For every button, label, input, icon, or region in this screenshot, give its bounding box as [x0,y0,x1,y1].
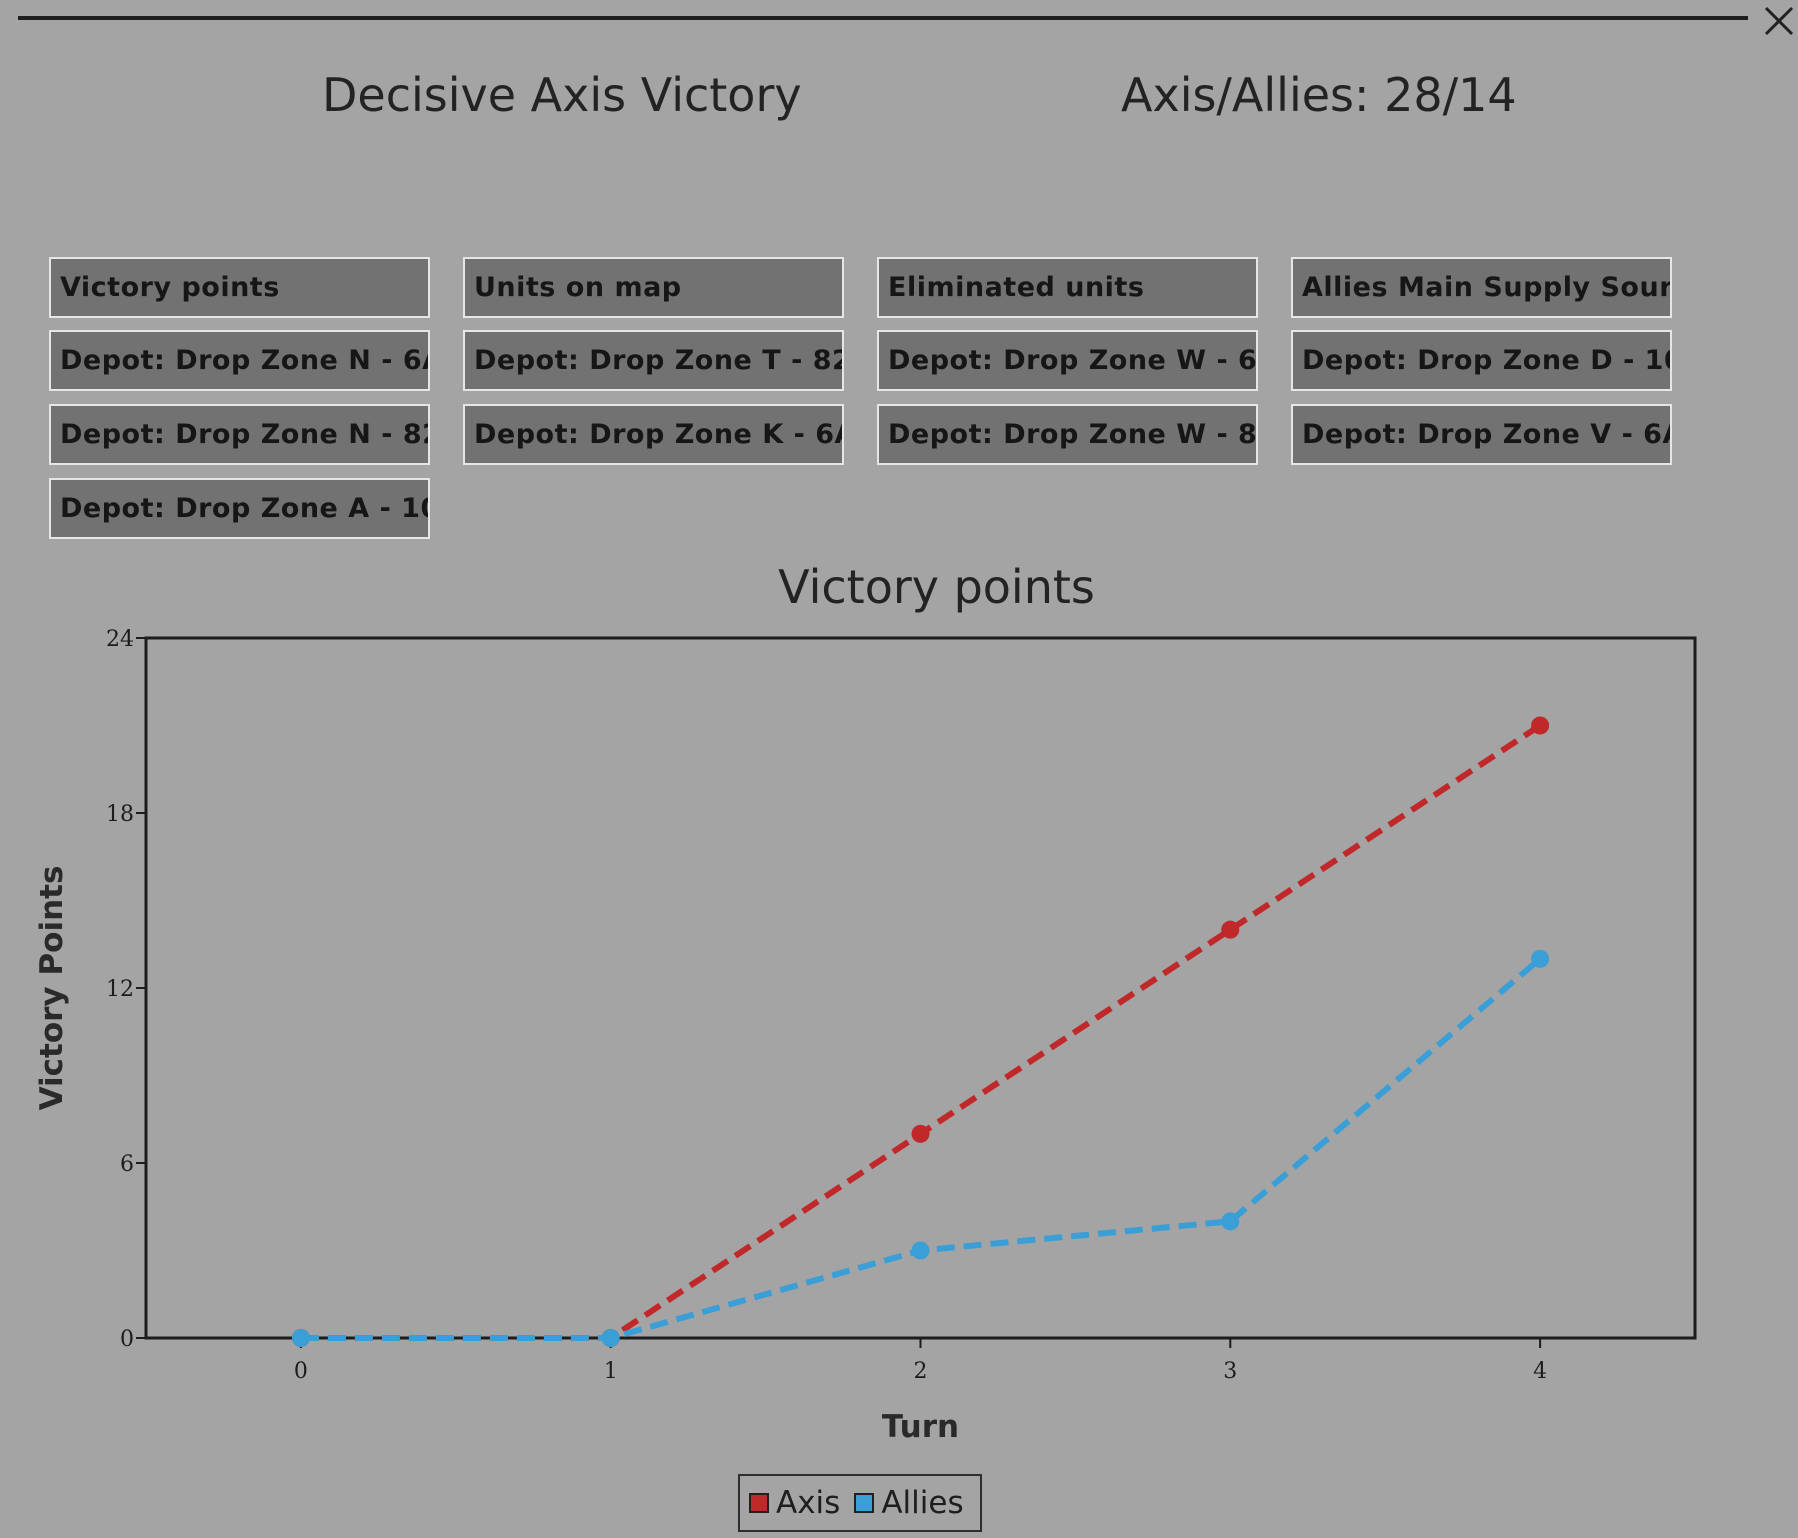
x-axis-label: Turn [882,1409,959,1445]
legend-swatch-allies [854,1493,875,1513]
depot-button[interactable]: Depot: Drop Zone W - 82ABN [877,404,1258,465]
x-tick-label: 0 [294,1359,308,1384]
depot-button[interactable]: Depot: Drop Zone N - 82ABN [49,404,430,465]
victory-points-button[interactable]: Victory points [49,257,430,318]
legend-swatch-axis [749,1493,769,1513]
close-button[interactable] [1756,0,1798,42]
depot-button[interactable]: Depot: Drop Zone V - 6ABN [1291,404,1672,465]
x-tick-label: 3 [1223,1359,1237,1384]
data-point-allies [291,1329,310,1347]
close-icon [1764,6,1794,36]
data-point-allies [1531,949,1550,968]
x-tick-label: 2 [914,1359,928,1384]
eliminated-units-button[interactable]: Eliminated units [877,257,1258,318]
chart-title: Victory points [778,560,1095,614]
plot-frame [144,636,1697,1340]
result-label: Decisive Axis Victory [322,68,802,122]
depot-button[interactable]: Depot: Drop Zone K - 6ABN [463,404,844,465]
depot-button[interactable]: Depot: Drop Zone T - 82ABN [463,330,844,391]
legend-item-allies: Allies [854,1485,964,1521]
y-tick-label: 18 [106,802,134,827]
legend-item-axis: Axis [749,1485,840,1521]
supply-source-button[interactable]: Allies Main Supply Source [1291,257,1672,318]
y-axis-label: Victory Points [34,866,70,1111]
data-point-allies [911,1241,930,1260]
y-tick-label: 6 [120,1152,134,1177]
depot-button[interactable]: Depot: Drop Zone D - 101ABN [1291,330,1672,391]
depot-button[interactable]: Depot: Drop Zone N - 6ABN [49,330,430,391]
depot-button[interactable]: Depot: Drop Zone W - 6ABN [877,330,1258,391]
data-point-axis [1531,716,1550,735]
depot-button[interactable]: Depot: Drop Zone A - 101ABN [49,478,430,539]
x-tick-label: 4 [1533,1359,1547,1384]
legend-label-allies: Allies [881,1485,964,1521]
chart-legend: Axis Allies [738,1474,982,1532]
score-label: Axis/Allies: 28/14 [1121,68,1517,122]
title-bar-line [18,16,1748,20]
units-on-map-button[interactable]: Units on map [463,257,844,318]
legend-label-axis: Axis [776,1485,841,1521]
y-tick-label: 24 [106,627,134,652]
x-tick-label: 1 [604,1359,618,1384]
data-point-allies [1221,1212,1240,1231]
series-line-allies [300,956,1543,1341]
data-point-axis [1221,920,1240,939]
y-tick-label: 12 [106,977,134,1002]
data-point-axis [911,1124,930,1143]
data-point-allies [601,1329,620,1347]
y-tick-label: 0 [120,1327,134,1352]
